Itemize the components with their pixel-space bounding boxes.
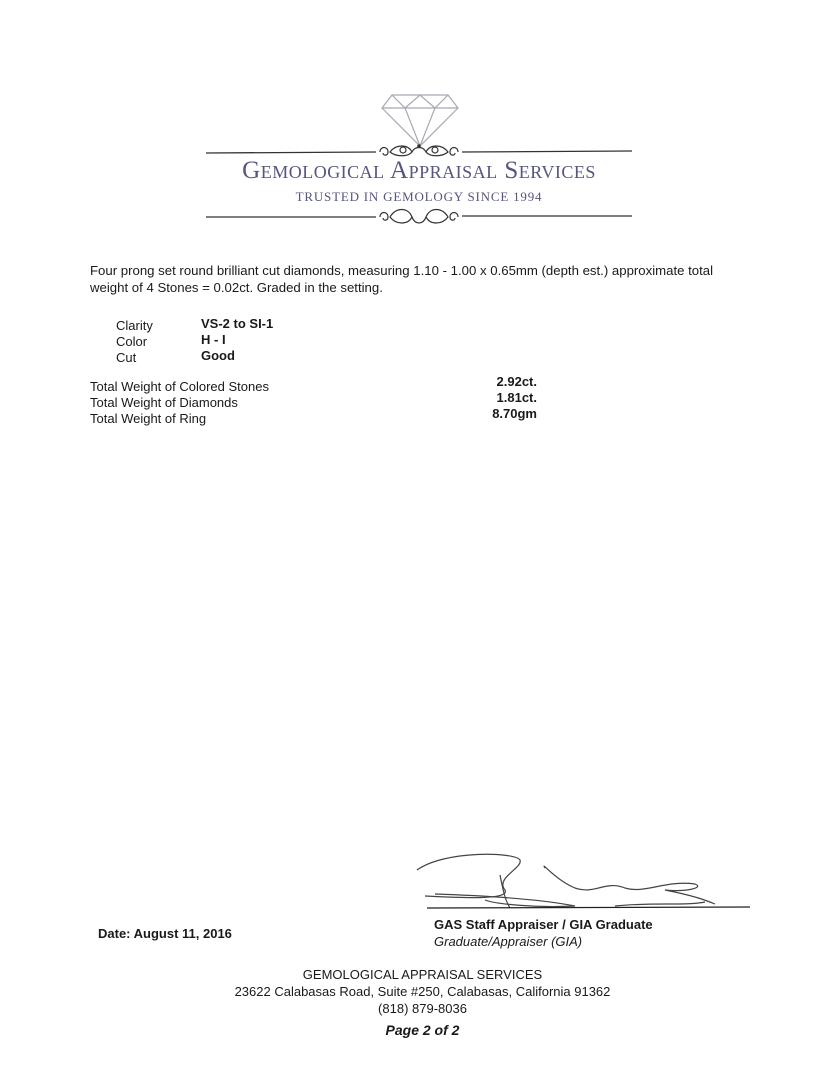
total-value-colored-stones: 2.92ct.: [496, 374, 537, 389]
grading-label-color: Color: [116, 334, 148, 349]
total-label-ring: Total Weight of Ring: [90, 411, 207, 426]
grading-value-cut: Good: [201, 348, 235, 363]
appraisal-date: Date: August 11, 2016: [98, 926, 232, 941]
grading-label-clarity: Clarity: [116, 318, 153, 333]
footer-phone: (818) 879-8036: [378, 1001, 467, 1016]
logo-company-name: Gemological Appraisal Services: [242, 157, 596, 184]
footer-company: GEMOLOGICAL APPRAISAL SERVICES: [302, 967, 543, 982]
signer-title: GAS Staff Appraiser / GIA Graduate: [434, 917, 653, 932]
logo-tagline: TRUSTED IN GEMOLOGY SINCE 1994: [295, 189, 543, 204]
total-value-diamonds: 1.81ct.: [496, 390, 537, 405]
top-flourish-divider: [205, 144, 633, 157]
total-label-diamonds: Total Weight of Diamonds: [90, 395, 238, 410]
total-label-colored-stones: Total Weight of Colored Stones: [90, 379, 269, 394]
grading-label-cut: Cut: [116, 350, 137, 365]
stone-description: Four prong set round brilliant cut diamo…: [90, 263, 714, 295]
grading-value-clarity: VS-2 to SI-1: [201, 316, 274, 331]
total-value-ring: 8.70gm: [492, 406, 537, 421]
appraiser-signature: [416, 853, 751, 909]
grading-value-color: H - I: [201, 332, 226, 347]
page-number: Page 2 of 2: [385, 1022, 460, 1038]
bottom-flourish-divider: [206, 208, 632, 224]
footer-address: 23622 Calabasas Road, Suite #250, Calaba…: [234, 984, 611, 999]
signer-credential: Graduate/Appraiser (GIA): [434, 934, 583, 949]
diamond-icon: [381, 94, 459, 147]
